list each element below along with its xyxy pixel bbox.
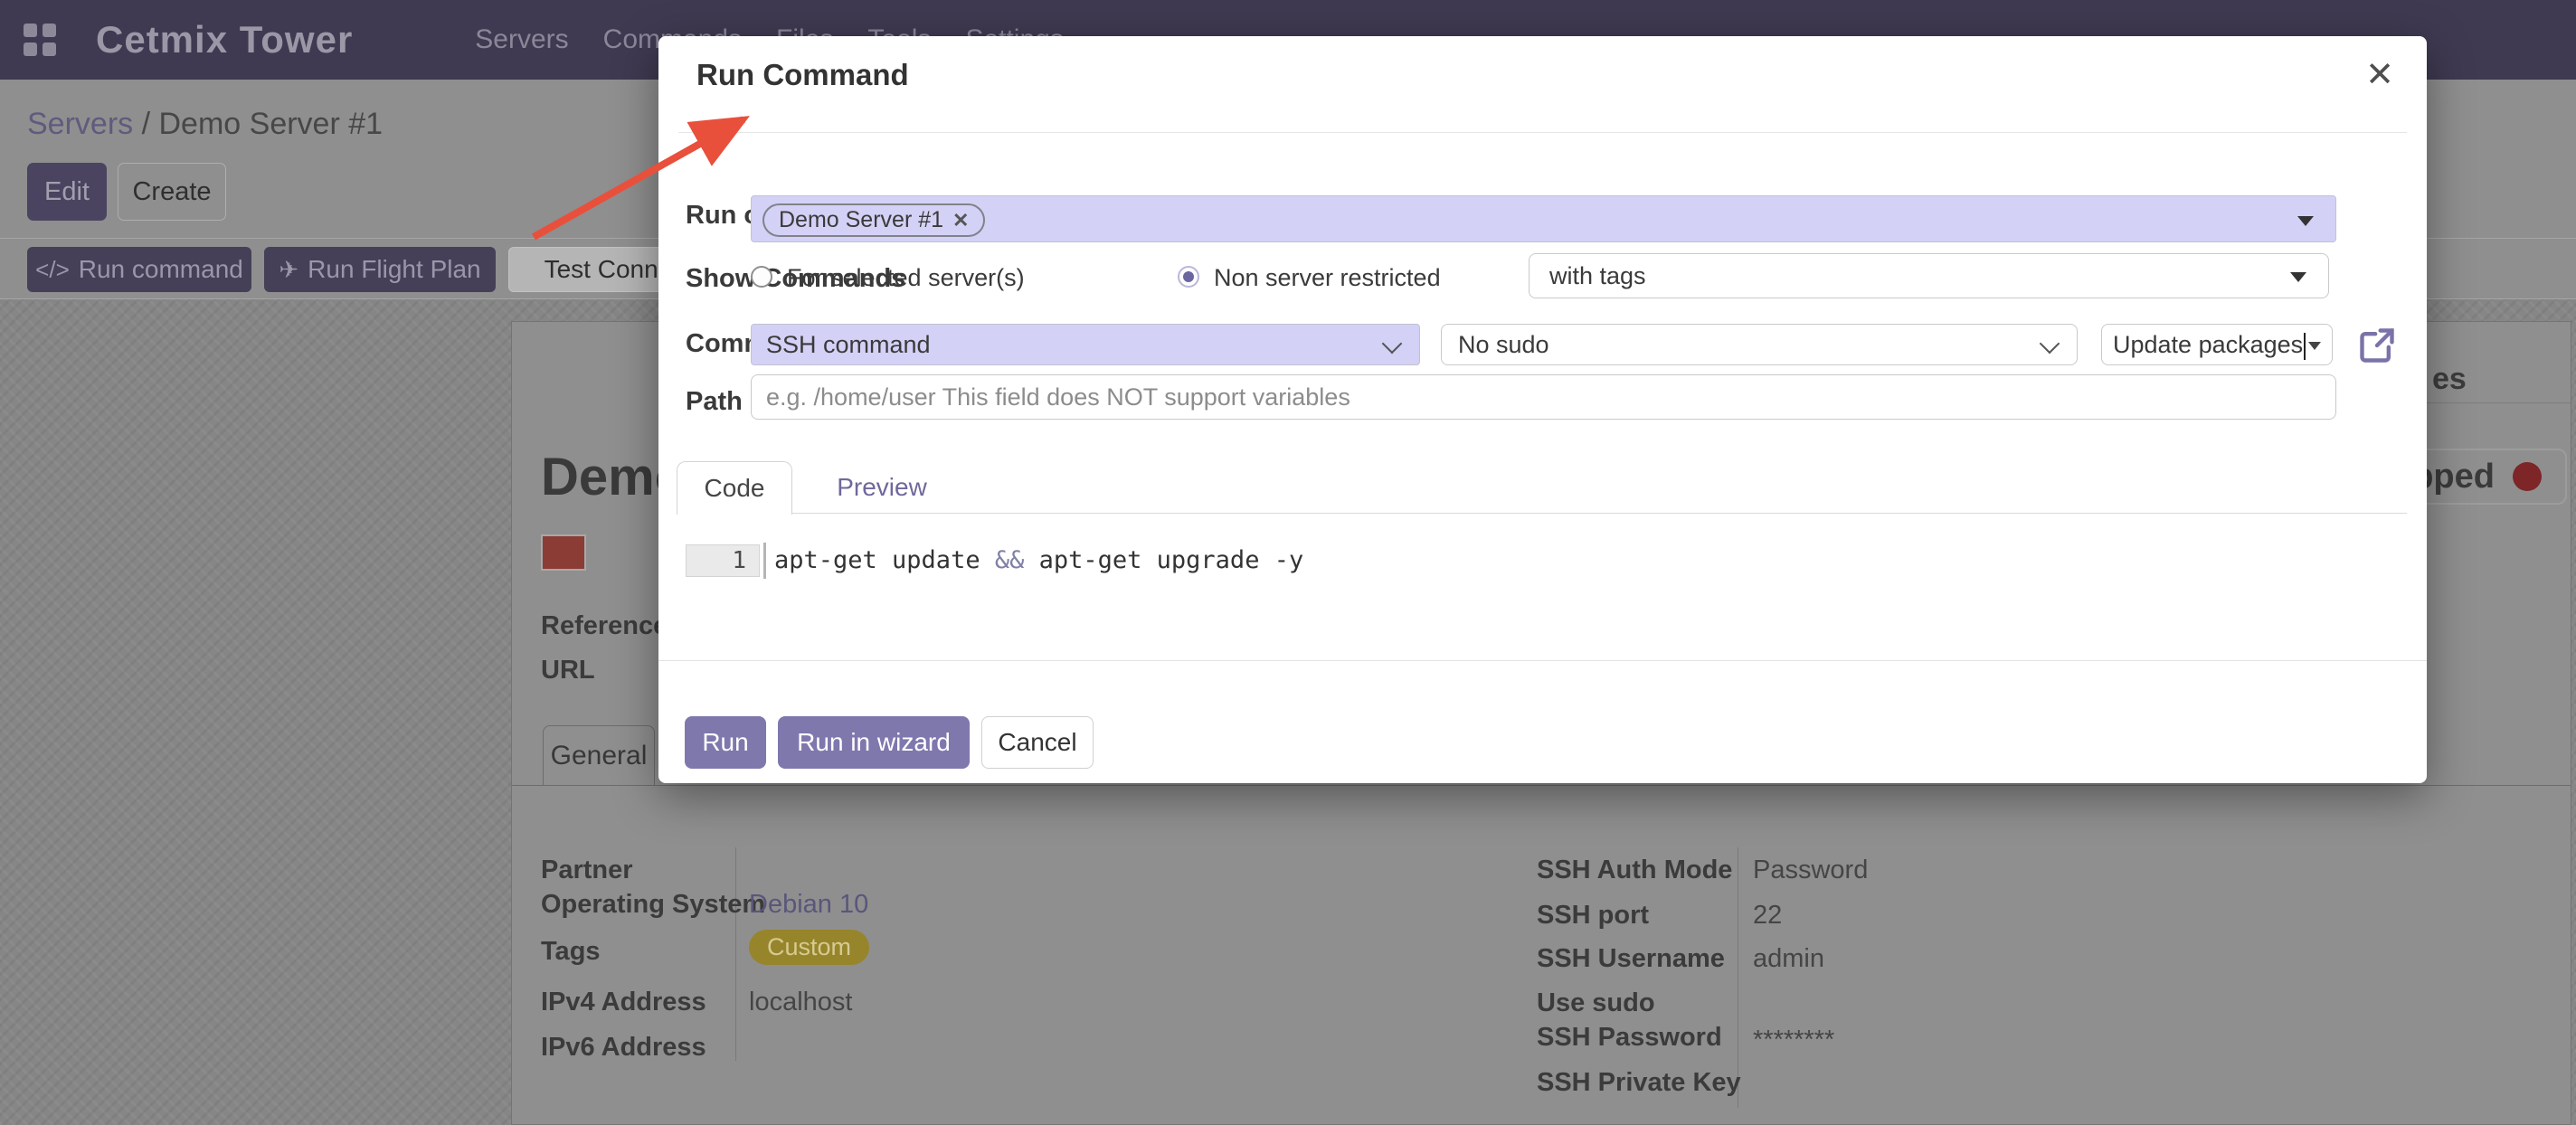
external-link-icon[interactable]	[2357, 326, 2397, 365]
ssh-password-value: ********	[1753, 1026, 1835, 1054]
ipv6-label: IPv6 Address	[541, 1033, 706, 1062]
text-cursor	[2304, 332, 2306, 360]
menu-servers[interactable]: Servers	[475, 24, 569, 54]
path-label: Path	[686, 387, 743, 416]
run-in-wizard-button[interactable]: Run in wizard	[778, 716, 970, 769]
with-tags-select[interactable]: with tags	[1529, 253, 2329, 298]
code-icon: </>	[35, 255, 70, 283]
path-input[interactable]	[751, 374, 2336, 420]
line-number-gutter: 1	[686, 544, 760, 577]
ssh-username-label: SSH Username	[1537, 944, 1725, 973]
ssh-private-key-label: SSH Private Key	[1537, 1068, 1741, 1097]
breadcrumb-separator: /	[141, 107, 151, 141]
editor-cursor	[763, 543, 766, 579]
tab-code[interactable]: Code	[677, 461, 792, 515]
ssh-auth-mode-label: SSH Auth Mode	[1537, 856, 1733, 884]
breadcrumb: Servers / Demo Server #1	[27, 107, 383, 142]
tags-label: Tags	[541, 937, 601, 966]
tag-pill-wrap: Custom	[749, 930, 870, 965]
field-group-divider-left	[735, 847, 736, 1061]
show-commands-label: Show Commands	[686, 264, 906, 293]
command-select[interactable]: Update packages	[2101, 324, 2333, 365]
reference-label: Reference	[541, 611, 668, 640]
caret-down-icon[interactable]	[2297, 216, 2314, 226]
chevron-down-icon[interactable]	[1381, 333, 1403, 355]
plane-icon: ✈	[279, 255, 299, 283]
partner-label: Partner	[541, 856, 633, 884]
ipv4-label: IPv4 Address	[541, 988, 706, 1016]
run-command-button[interactable]: </> Run command	[27, 247, 251, 292]
server-chip[interactable]: Demo Server #1 ✕	[762, 203, 986, 237]
breadcrumb-current: Demo Server #1	[158, 107, 384, 141]
run-flight-plan-button[interactable]: ✈ Run Flight Plan	[264, 247, 496, 292]
tabs-divider	[791, 513, 2407, 514]
modal-footer-divider	[658, 660, 2427, 661]
code-line[interactable]: apt-get update && apt-get upgrade -y	[774, 546, 1304, 574]
command-type-select[interactable]: SSH command	[751, 324, 1420, 365]
breadcrumb-servers-link[interactable]: Servers	[27, 107, 134, 141]
caret-down-icon[interactable]	[2308, 342, 2321, 350]
ssh-password-label: SSH Password	[1537, 1023, 1722, 1052]
ssh-username-value: admin	[1753, 944, 1824, 973]
app-brand[interactable]: Cetmix Tower	[96, 18, 354, 61]
modal-header-divider	[678, 132, 2407, 133]
radio-for-selected-servers-label[interactable]: For selected server(s)	[787, 264, 1025, 291]
run-on-field[interactable]: Demo Server #1 ✕	[751, 195, 2336, 242]
create-button[interactable]: Create	[118, 163, 226, 221]
os-value[interactable]: Debian 10	[749, 890, 869, 919]
chevron-down-icon[interactable]	[2039, 333, 2060, 355]
tab-general[interactable]: General	[543, 725, 655, 785]
radio-non-server-restricted[interactable]	[1178, 266, 1199, 288]
sudo-select[interactable]: No sudo	[1441, 324, 2078, 365]
chip-remove-icon[interactable]: ✕	[952, 208, 970, 232]
tab-preview[interactable]: Preview	[837, 473, 927, 501]
caret-down-icon[interactable]	[2290, 272, 2306, 282]
modal-title: Run Command	[696, 58, 909, 91]
notebook-divider	[512, 785, 2571, 786]
use-sudo-label: Use sudo	[1537, 988, 1655, 1017]
apps-grid-icon[interactable]	[24, 24, 56, 56]
ipv4-value: localhost	[749, 988, 853, 1016]
radio-non-server-restricted-label[interactable]: Non server restricted	[1214, 264, 1441, 291]
run-button[interactable]: Run	[685, 716, 766, 769]
server-color-swatch[interactable]	[541, 534, 586, 571]
close-icon[interactable]: ✕	[2365, 56, 2394, 94]
edit-button[interactable]: Edit	[27, 163, 107, 221]
ssh-port-label: SSH port	[1537, 901, 1650, 930]
button-box-partial-label[interactable]: es	[2432, 362, 2467, 396]
url-label: URL	[541, 656, 595, 685]
ssh-auth-mode-value: Password	[1753, 856, 1869, 884]
cancel-button[interactable]: Cancel	[981, 716, 1094, 769]
ssh-port-value: 22	[1753, 901, 1783, 930]
tag-custom: Custom	[749, 930, 870, 965]
radio-for-selected-servers[interactable]	[751, 266, 772, 288]
os-label: Operating System	[541, 890, 766, 919]
run-command-modal: Run Command ✕ Run on Demo Server #1 ✕ Sh…	[658, 36, 2427, 783]
status-dot-icon	[2512, 462, 2542, 491]
